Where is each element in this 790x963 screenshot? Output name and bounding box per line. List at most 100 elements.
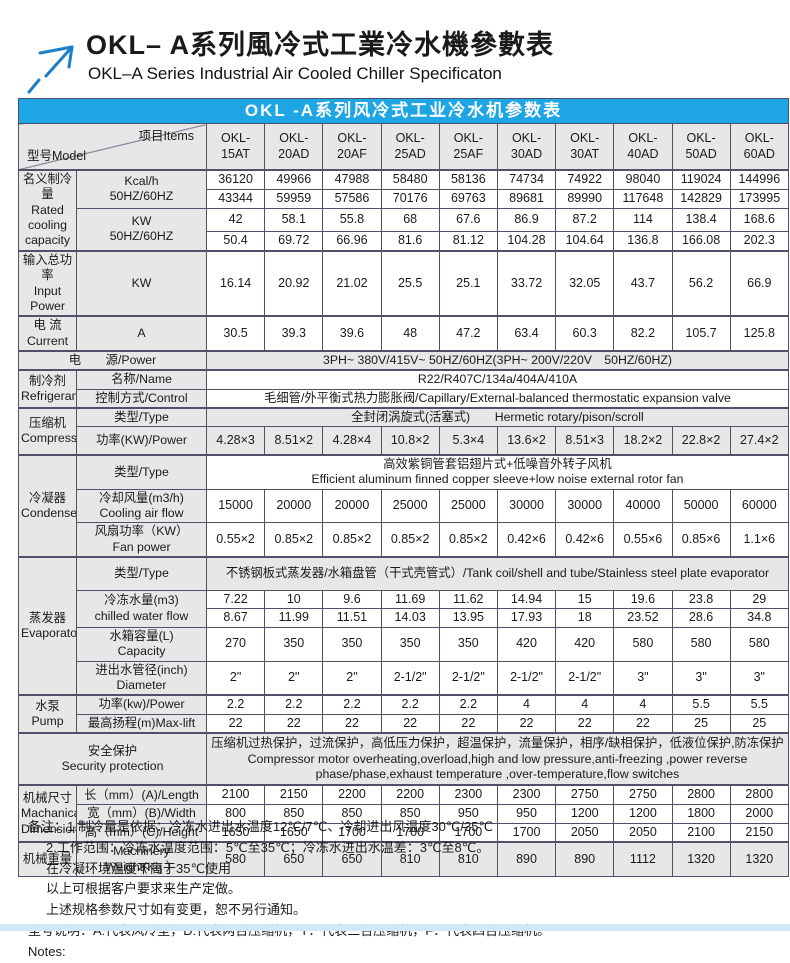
value-cell: 23.8 [671,589,731,610]
value-cell: 350 [264,626,324,662]
value-cell: 138.4 [671,207,731,233]
value-cell: 11.69 [380,589,440,610]
value-cell: 27.4×2 [729,426,789,456]
value-cell: 25000 [438,488,498,524]
value-cell: 43344 [205,188,266,209]
row-item-cell: 高（mm）(C)/Height [76,822,207,843]
value-cell: 15000 [205,488,266,524]
value-cell: 21.02 [322,249,382,317]
merged-value-cell: R22/R407C/134a/404A/410A [206,369,789,390]
model-column-header: OKL- 30AD [496,123,557,171]
page-title-block: OKL– A系列風冷式工業冷水機參數表 OKL–A Series Industr… [26,30,554,94]
value-cell: 25 [671,713,731,734]
value-cell: 2150 [729,822,789,843]
value-cell: 16.14 [205,249,266,317]
model-column-header: OKL- 15AT [205,123,266,171]
model-column-header: OKL- 25AF [438,123,498,171]
value-cell: 2050 [555,822,615,843]
value-cell: 2300 [496,784,557,806]
value-cell: 580 [671,626,731,662]
value-cell: 890 [496,841,557,878]
value-cell: 36120 [205,168,266,190]
value-cell: 14.03 [380,608,440,628]
spec-table: OKL -A系列风冷式工业冷水机参数表 型号Model 项目Items OKL-… [18,98,789,878]
value-cell: 22 [205,713,266,734]
row-item-cell: 宽（mm）(B)/Width [76,804,207,824]
value-cell: 3" [729,660,789,696]
value-cell: 22 [555,713,615,734]
value-cell: 22 [380,713,440,734]
value-cell: 1112 [613,841,673,878]
value-cell: 11.51 [322,608,382,628]
table-corner-cell: 型号Model 项目Items [18,123,207,171]
value-cell: 98040 [613,168,673,190]
value-cell: 58480 [380,168,440,190]
value-cell: 0.85×6 [671,522,731,558]
value-cell: 8.51×3 [555,426,615,456]
value-cell: 810 [380,841,440,878]
value-cell: 68 [380,207,440,233]
value-cell: 25.1 [438,249,498,317]
row-item-cell: 水箱容量(L) Capacity [76,626,207,662]
value-cell: 1320 [671,841,731,878]
value-cell: 105.7 [671,315,731,352]
table-row: 8.67 11.99 11.51 14.03 13.95 17.93 18 23.52 28.6… [19,608,789,628]
value-cell: 81.12 [438,231,498,252]
value-cell: 15 [555,589,615,610]
value-cell: 2750 [555,784,615,806]
table-row: 功率(KW)/Power 4.28×3 8.51×2 4.28×4 10.8×2 5.3×… [19,426,789,456]
value-cell: 18.2×2 [613,426,673,456]
value-cell: 2" [264,660,324,696]
value-cell: 1320 [729,841,789,878]
value-cell: 66.9 [729,249,789,317]
value-cell: 89681 [496,188,557,209]
value-cell: 22 [322,713,382,734]
value-cell: 2750 [613,784,673,806]
row-item-cell: 功率(KW)/Power [76,426,207,456]
value-cell: 63.4 [496,315,557,352]
row-item-cell: 风扇功率（KW） Fan power [76,522,207,558]
value-cell: 580 [729,626,789,662]
value-cell: 2200 [380,784,440,806]
value-cell: 850 [264,804,324,824]
value-cell: 2150 [264,784,324,806]
value-cell: 22 [438,713,498,734]
table-row: 50.4 69.72 66.96 81.6 81.12 104.28 104.64 136.8… [19,231,789,252]
value-cell: 58136 [438,168,498,190]
value-cell: 580 [613,626,673,662]
value-cell: 69.72 [264,231,324,252]
value-cell: 3" [671,660,731,696]
value-cell: 89990 [555,188,615,209]
merged-value-cell: 不锈钢板式蒸发器/水箱盘管（干式壳管式）/Tank coil/shell and… [206,556,789,591]
value-cell: 4 [613,694,673,715]
row-item-cell: 最高扬程(m)Max-lift [76,713,207,734]
value-cell: 47988 [322,168,382,190]
merged-value-cell: 3PH~ 380V/415V~ 50HZ/60HZ(3PH~ 200V/220V… [206,349,789,371]
value-cell: 650 [264,841,324,878]
table-row: 机械重量 Machinery Weight(Kg ） 580 650 650 810 810… [18,841,789,878]
value-cell: 28.6 [671,608,731,628]
merged-value-cell: 毛细管/外平衡式热力膨胀阀/Capillary/External-balance… [206,388,789,409]
value-cell: 168.6 [729,207,789,233]
value-cell: 2" [322,660,382,696]
value-cell: 2000 [729,804,789,824]
value-cell: 350 [322,626,382,662]
row-item-cell: 控制方式/Control [76,388,207,409]
model-column-header: OKL- 25AD [380,123,440,171]
value-cell: 810 [438,841,498,878]
value-cell: 202.3 [729,231,789,252]
value-cell: 60.3 [555,315,615,352]
table-row: 输入总功率 Input Power KW 16.14 20.92 21.02 25.5 25… [18,249,789,317]
row-category-cell: 冷凝器 Condenser [18,453,77,558]
value-cell: 82.2 [613,315,673,352]
value-cell: 11.99 [264,608,324,628]
row-item-cell: 冷却风量(m3/h) Cooling air flow [76,488,207,524]
value-cell: 420 [555,626,615,662]
value-cell: 47.2 [438,315,498,352]
value-cell: 18 [555,608,615,628]
value-cell: 11.62 [438,589,498,610]
value-cell: 10 [264,589,324,610]
row-item-cell: KW [76,249,207,317]
row-category-cell: 名义制冷量 Rated cooling capacity [18,169,77,252]
value-cell: 4 [496,694,557,715]
